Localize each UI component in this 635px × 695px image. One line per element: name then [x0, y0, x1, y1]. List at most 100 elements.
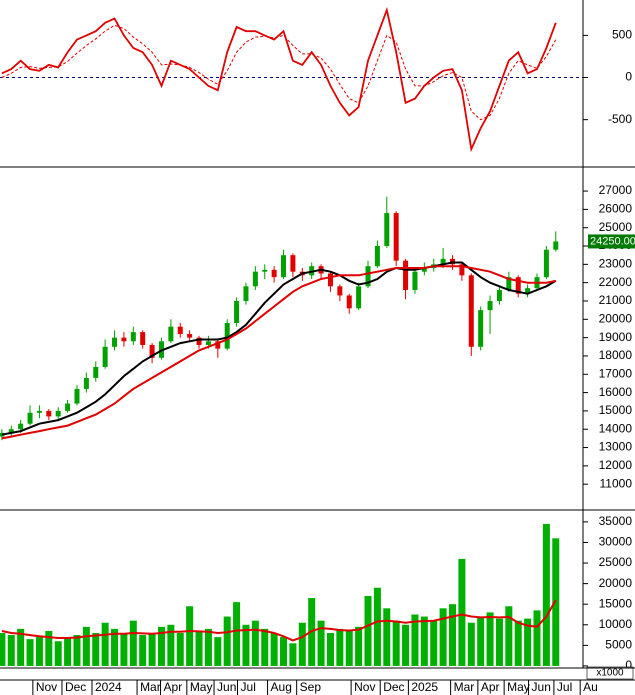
candle-body — [468, 275, 474, 347]
candle-body — [478, 310, 484, 347]
candle-body — [374, 246, 380, 267]
volume-bar — [157, 626, 165, 666]
line-series — [1, 261, 557, 436]
candle-body — [215, 341, 221, 349]
x-tick-label: Jul — [241, 680, 256, 694]
volume-bar — [458, 558, 466, 666]
x-tick-label: Nov — [36, 680, 57, 694]
volume-bar — [524, 618, 532, 666]
volume-bar — [420, 616, 428, 666]
candle-body — [440, 258, 446, 265]
volume-bar — [92, 633, 100, 666]
volume-bar — [17, 628, 25, 666]
candle-body — [234, 300, 240, 323]
unit-label: x1000 — [596, 668, 624, 679]
volume-bar — [336, 628, 344, 666]
candle-body — [140, 332, 146, 345]
volume-bar — [317, 620, 325, 666]
volume-bar — [326, 633, 334, 666]
volume-bar — [533, 610, 541, 666]
y-tick-label: 25000 — [599, 220, 633, 234]
x-tick-label: Au — [583, 680, 598, 694]
volume-bar — [214, 637, 222, 666]
volume-bar — [542, 523, 550, 666]
volume-bar — [0, 633, 6, 666]
x-tick-label: Jun — [217, 680, 236, 694]
y-tick-label: 22000 — [599, 275, 633, 289]
volume-bar — [449, 604, 457, 666]
volume-bar — [26, 639, 34, 666]
candle-body — [412, 271, 418, 290]
candle-body — [271, 269, 277, 278]
candle-body — [252, 271, 258, 287]
volume-bar — [64, 637, 72, 666]
line-series — [1, 599, 557, 642]
volume-bar — [233, 602, 241, 666]
candle-body — [262, 269, 268, 272]
x-tick-label: May — [190, 680, 213, 694]
candle-body — [121, 337, 127, 342]
candle-body — [55, 410, 61, 417]
candle-body — [496, 289, 502, 301]
y-tick-label: 20000 — [599, 311, 633, 325]
candle-body — [459, 264, 465, 276]
x-tick-label: Mar — [140, 680, 161, 694]
volume-bar — [101, 622, 109, 666]
volume-bar — [129, 620, 137, 666]
candle-body — [102, 346, 108, 367]
candle-body — [196, 337, 202, 345]
y-tick-label: 30000 — [599, 535, 633, 549]
candle-body — [243, 286, 249, 301]
y-tick-label: 25000 — [599, 555, 633, 569]
candle-body — [130, 332, 136, 342]
volume-bar — [139, 635, 147, 666]
volume-bar — [289, 643, 297, 666]
volume-bar — [251, 620, 259, 666]
volume-bar — [298, 622, 306, 666]
candle-body — [8, 429, 14, 433]
volume-bar — [261, 628, 269, 666]
y-tick-label: 20000 — [599, 576, 633, 590]
x-tick-label: Jun — [532, 680, 551, 694]
volume-bar — [467, 622, 475, 666]
candle-body — [487, 300, 493, 311]
y-tick-label: 0 — [625, 70, 632, 84]
candle-body — [421, 268, 427, 272]
volume-bar — [167, 624, 175, 666]
last-price-box — [588, 234, 635, 249]
x-tick-label: Nov — [354, 680, 375, 694]
x-tick-label: Sep — [300, 680, 322, 694]
candle-body — [177, 326, 183, 334]
candle-body — [18, 423, 24, 430]
x-tick-label: 2025 — [411, 680, 438, 694]
x-tick-label: Mar — [454, 680, 475, 694]
x-tick-label: Dec — [383, 680, 404, 694]
volume-bar — [514, 620, 522, 666]
unit-box — [586, 666, 634, 680]
candle-body — [187, 333, 193, 338]
candle-body — [205, 341, 211, 345]
volume-bar — [373, 587, 381, 666]
volume-bar — [392, 620, 400, 666]
volume-bar — [7, 635, 15, 666]
x-tick-label: Apr — [164, 680, 183, 694]
volume-bar — [111, 628, 119, 666]
y-tick-label: 17000 — [599, 366, 633, 380]
volume-bar — [45, 630, 53, 666]
candle-body — [93, 366, 99, 378]
candle-body — [36, 410, 42, 413]
y-tick-label: 11000 — [600, 476, 633, 490]
volume-bar — [345, 630, 353, 666]
volume-bar — [364, 595, 372, 666]
y-tick-label: 14000 — [599, 421, 633, 435]
candle-body — [327, 273, 333, 287]
y-tick-label: 27000 — [599, 183, 633, 197]
candle-body — [112, 337, 118, 347]
volume-bar — [430, 620, 438, 666]
y-tick-label: 16000 — [599, 385, 633, 399]
volume-bar — [82, 626, 90, 666]
y-tick-label: 35000 — [599, 514, 633, 528]
candle-body — [27, 412, 33, 424]
y-tick-label: 23000 — [599, 257, 633, 271]
